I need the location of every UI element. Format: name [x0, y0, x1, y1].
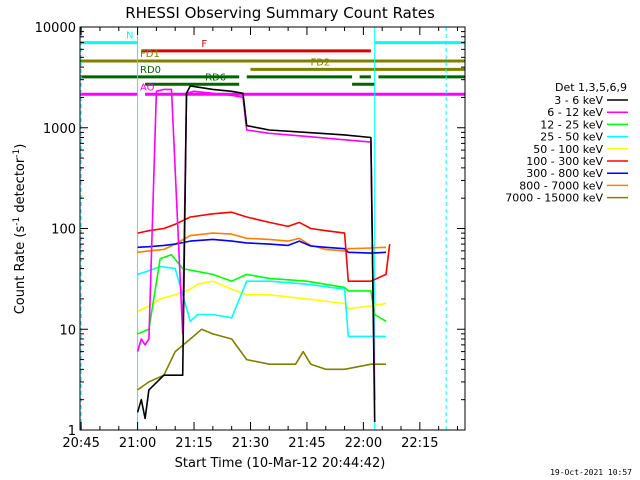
series-line-25-50-kev — [137, 265, 386, 338]
legend-entry-label: 7000 - 15000 keV — [505, 192, 603, 205]
y-tick-label: 1 — [68, 424, 76, 439]
series-line-300-800-kev — [137, 238, 387, 254]
x-axis-label: Start Time (10-Mar-12 20:44:42) — [175, 456, 386, 471]
series-line-100-300-kev — [137, 211, 391, 283]
flag-label-rd6: RD6 — [205, 72, 226, 83]
chart-title: RHESSI Observing Summary Count Rates — [125, 4, 435, 22]
x-tick-label: 21:00 — [119, 436, 156, 451]
x-tick-label: 22:15 — [401, 436, 438, 451]
flag-label-fd1: FD1 — [140, 49, 160, 60]
generation-timestamp: 19-Oct-2021 10:57 — [550, 468, 632, 477]
legend-entry-label: 3 - 6 keV — [554, 94, 603, 107]
y-tick-label: 10 — [59, 323, 76, 338]
y-label-part-end: ) — [13, 144, 28, 149]
status-flags-layer: N F FD1 FD2 RD0 RD6 AO — [80, 31, 465, 96]
legend-entry-label: 6 - 12 keV — [547, 106, 603, 119]
y-axis-label: Count Rate (s-1 detector-1) — [12, 144, 28, 315]
flag-label-ao: AO — [140, 82, 155, 93]
y-tick-label: 1000 — [43, 122, 76, 137]
x-tick-label: 21:15 — [175, 436, 212, 451]
x-tick-label: 21:30 — [232, 436, 269, 451]
series-line-12-25-kev — [137, 253, 387, 335]
legend-entry-label: 300 - 800 keV — [526, 167, 603, 180]
legend-entry-label: 50 - 100 keV — [533, 143, 603, 156]
legend-entry-label: 800 - 7000 keV — [519, 179, 603, 192]
flag-label-fd2: FD2 — [310, 57, 330, 68]
series-line-6-12-kev — [136, 88, 376, 400]
y-label-sup-1: -1 — [12, 217, 22, 226]
y-axis-ticks: 1 10 100 1000 10000 — [35, 21, 465, 439]
series-layer — [136, 85, 391, 423]
series-line-3-6-kev — [136, 85, 376, 423]
x-axis-ticks: 20:45 21:00 21:15 21:30 21:45 22:00 22:15 — [62, 27, 458, 451]
x-tick-label: 21:45 — [288, 436, 325, 451]
y-label-part-mid: detector — [13, 157, 28, 217]
legend-entry-label: 25 - 50 keV — [540, 131, 603, 144]
series-line-7000-15000-kev — [137, 328, 386, 391]
y-label-sup-2: -1 — [12, 149, 22, 158]
y-tick-label: 10000 — [35, 21, 76, 36]
flag-label-rd0: RD0 — [140, 65, 161, 76]
series-line-800-7000-kev — [137, 232, 387, 254]
y-label-part-main: Count Rate (s — [13, 226, 28, 315]
flag-label-f: F — [201, 39, 207, 50]
legend-entry-label: 12 - 25 keV — [540, 118, 603, 131]
flag-label-n: N — [126, 31, 133, 42]
marker-lines-layer — [80, 27, 447, 430]
x-tick-label: 22:00 — [345, 436, 382, 451]
series-line-50-100-kev — [137, 280, 387, 313]
x-tick-label: 20:45 — [62, 436, 99, 451]
legend-entry-label: 100 - 300 keV — [526, 155, 603, 168]
legend-title: Det 1,3,5,6,9 — [555, 81, 627, 94]
y-tick-label: 100 — [51, 223, 76, 238]
